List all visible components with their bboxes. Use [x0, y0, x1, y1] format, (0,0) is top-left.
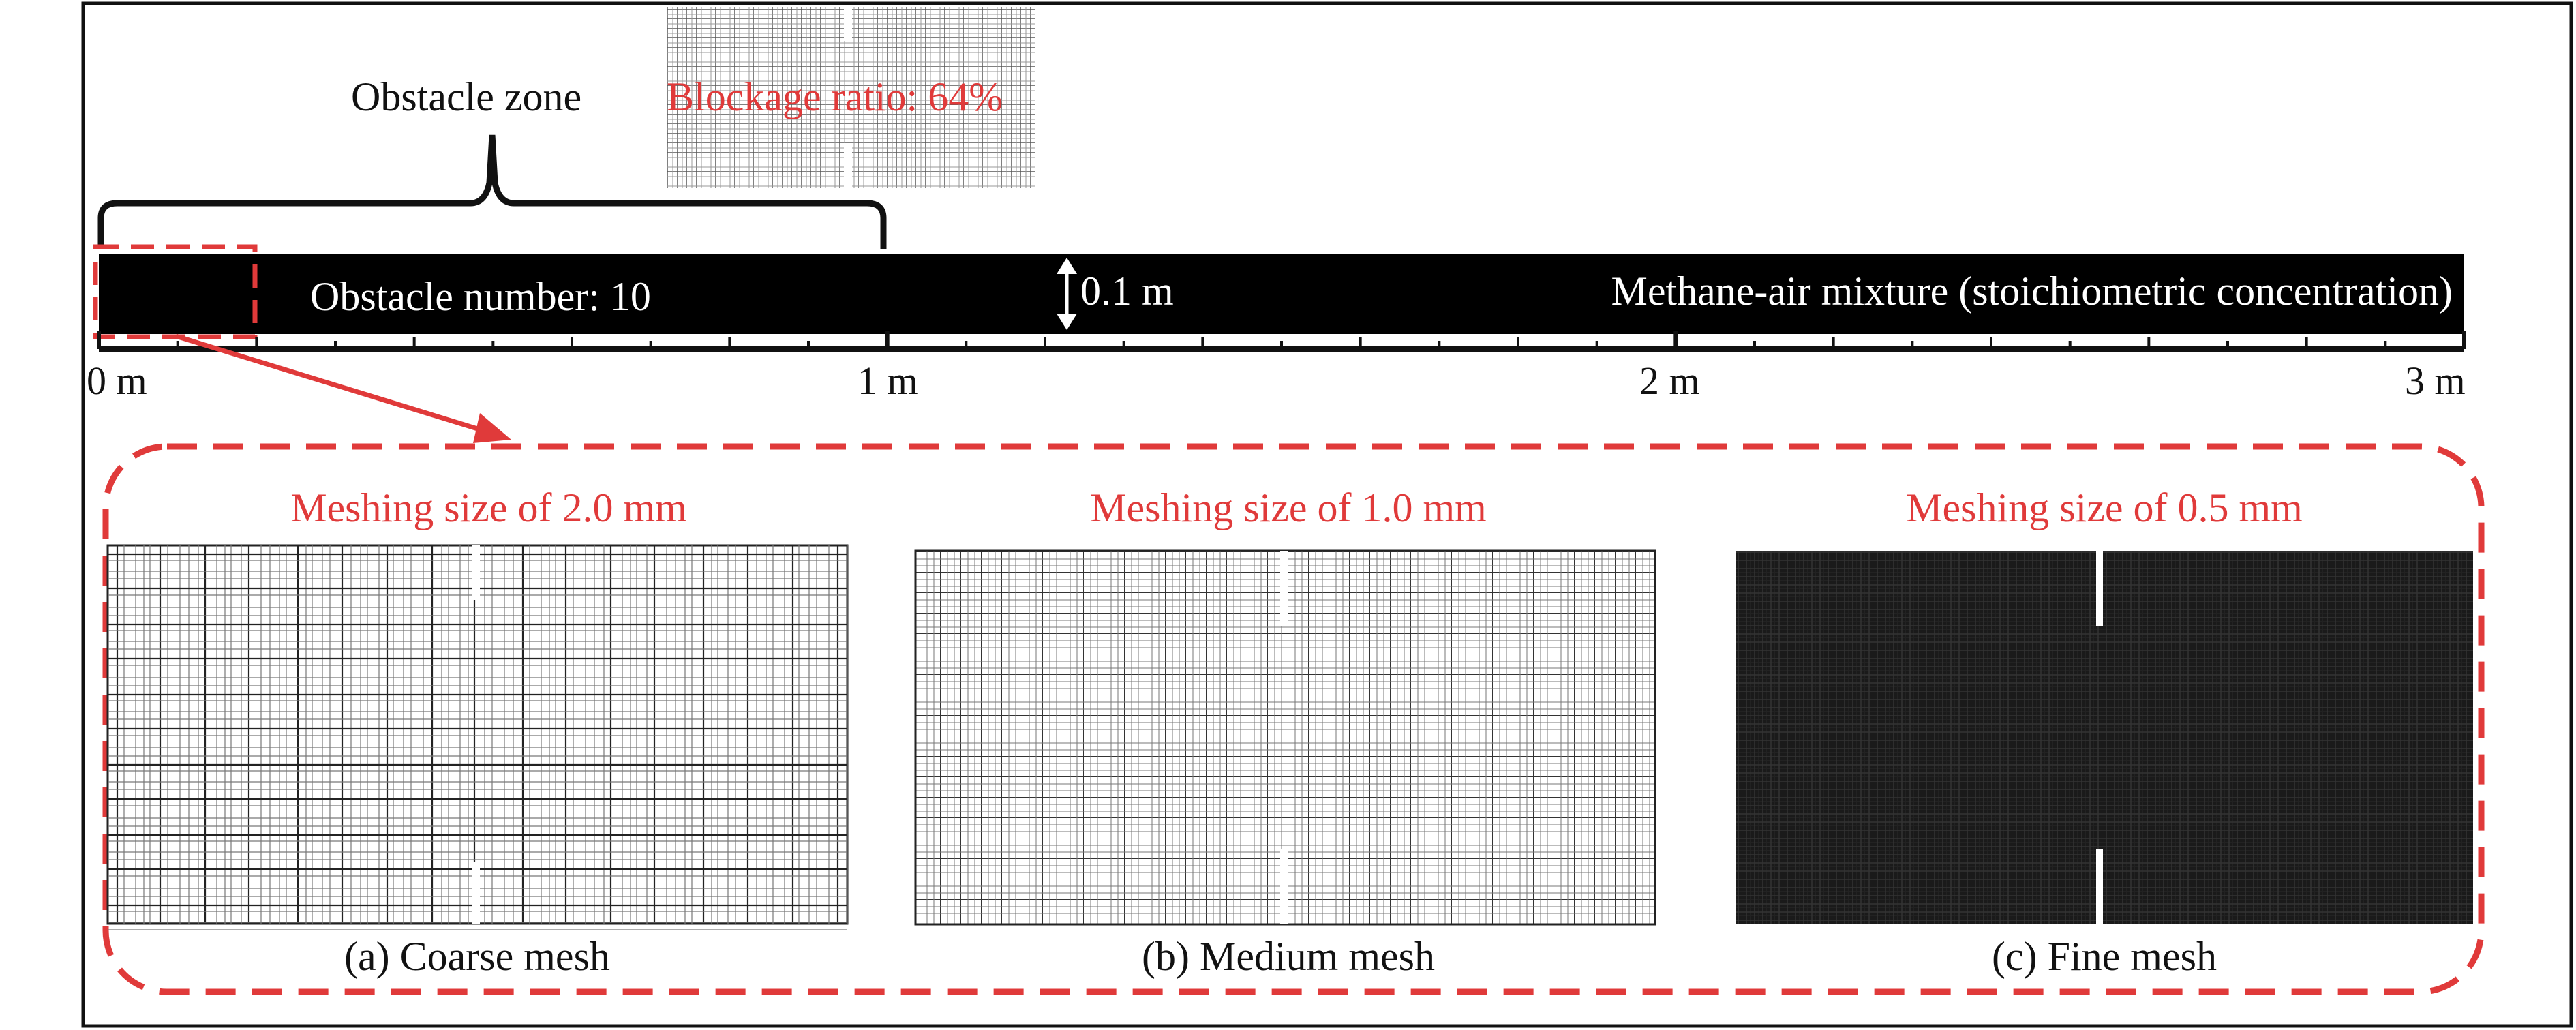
mesh-title-medium: Meshing size of 1.0 mm	[1090, 485, 1487, 530]
axis-tick-label-2m: 2 m	[1639, 359, 1700, 403]
medium-mesh-grid	[914, 549, 1656, 926]
length-axis	[97, 331, 2466, 352]
axis-tick-label-3m: 3 m	[2405, 359, 2466, 403]
fine-mesh-grid	[1736, 551, 2473, 924]
mesh-caption-coarse: (a) Coarse mesh	[344, 934, 610, 979]
zoom-panel	[102, 443, 2485, 995]
axis-tick-label-0m: 0 m	[87, 359, 147, 403]
obstacle-zone-label: Obstacle zone	[351, 74, 581, 119]
figure-border	[81, 1, 2573, 1028]
zoom-pointer-arrow	[175, 333, 511, 443]
mixture-label: Methane-air mixture (stoichiometric conc…	[1611, 269, 2453, 314]
coarse-mesh-grid	[106, 544, 849, 930]
height-arrow	[1057, 258, 1077, 330]
tube-body	[99, 254, 2464, 334]
obstacle-zone-brace	[97, 134, 887, 249]
mesh-title-coarse: Meshing size of 2.0 mm	[290, 485, 687, 530]
height-label: 0.1 m	[1080, 269, 1174, 314]
mesh-caption-medium: (b) Medium mesh	[1142, 934, 1435, 979]
blockage-ratio-label: Blockage ratio: 64%	[667, 74, 1003, 119]
obstacle-number-label: Obstacle number: 10	[310, 274, 651, 319]
zoom-box	[93, 244, 258, 339]
axis-tick-label-1m: 1 m	[858, 359, 918, 403]
mesh-caption-fine: (c) Fine mesh	[1992, 934, 2217, 979]
mesh-title-fine: Meshing size of 0.5 mm	[1906, 485, 2303, 530]
blockage-inset-mesh	[667, 7, 1035, 188]
